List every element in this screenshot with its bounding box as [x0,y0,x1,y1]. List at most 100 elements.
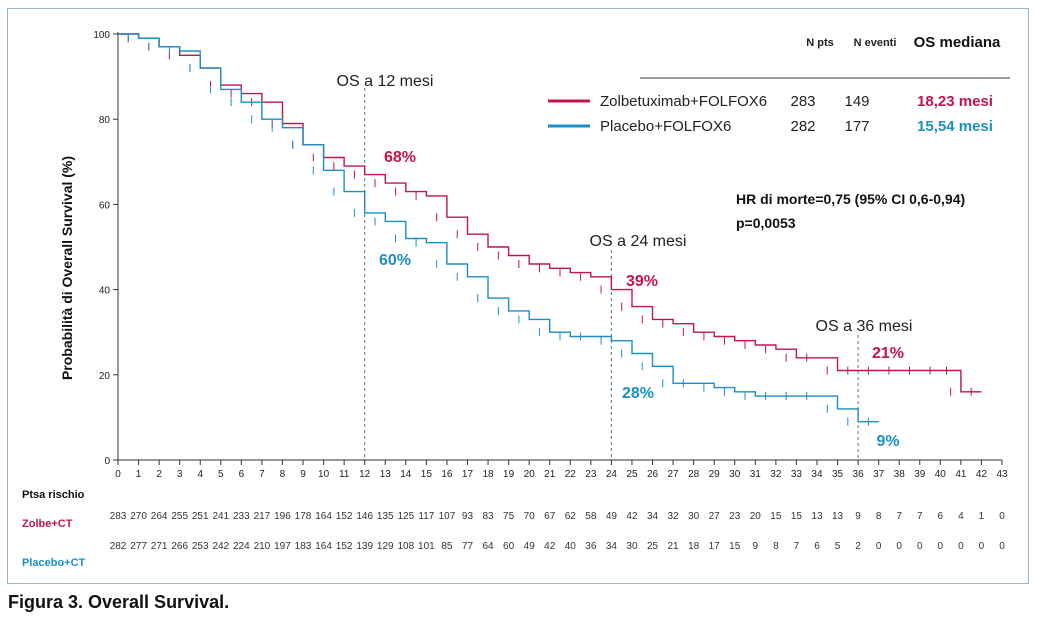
risk-value: 5 [835,541,841,552]
risk-value: 67 [544,511,556,522]
risk-value: 135 [377,511,394,522]
risk-value: 241 [212,511,229,522]
figure-frame [7,8,1029,584]
risk-value: 7 [794,541,800,552]
risk-value: 75 [503,511,515,522]
risk-value: 40 [565,541,577,552]
legend-series-name: Placebo+FOLFOX6 [600,118,731,135]
x-tick-label: 35 [832,469,844,480]
y-tick-label: 0 [104,456,110,467]
risk-value: 15 [791,511,803,522]
legend-header-npts: N pts [806,37,834,49]
x-tick-label: 36 [853,469,865,480]
risk-value: 13 [811,511,823,522]
x-tick-label: 22 [565,469,577,480]
risk-value: 6 [814,541,820,552]
risk-value: 9 [753,541,759,552]
y-tick-label: 40 [99,286,111,297]
risk-value: 23 [729,511,741,522]
risk-value: 0 [999,541,1005,552]
legend-series-name: Zolbetuximab+FOLFOX6 [600,93,767,110]
risk-value: 62 [565,511,577,522]
series-line-placebo [118,33,879,423]
risk-value: 42 [544,541,556,552]
legend-n-pts: 282 [790,118,815,135]
risk-value: 17 [709,541,721,552]
risk-value: 0 [876,541,882,552]
x-tick-label: 20 [524,469,536,480]
x-tick-label: 0 [115,469,121,480]
risk-value: 34 [606,541,618,552]
risk-value: 18 [688,541,700,552]
x-tick-label: 28 [688,469,700,480]
landmark-value-placebo: 28% [622,385,654,402]
legend-median-os: 18,23 mesi [917,93,993,110]
risk-value: 32 [668,511,680,522]
x-tick-label: 24 [606,469,618,480]
risk-value: 34 [647,511,659,522]
risk-value: 8 [876,511,882,522]
y-axis-label: Probabilità di Overall Survival (%) [59,156,75,380]
x-tick-label: 42 [976,469,988,480]
risk-value: 2 [855,541,861,552]
x-tick-label: 37 [873,469,885,480]
risk-value: 49 [606,511,618,522]
risk-value: 64 [482,541,494,552]
risk-value: 7 [917,511,923,522]
x-tick-label: 1 [136,469,142,480]
x-tick-label: 3 [177,469,183,480]
risk-value: 85 [441,541,453,552]
risk-value: 264 [151,511,168,522]
x-tick-label: 34 [811,469,823,480]
legend-header-nevents: N eventi [854,37,897,49]
risk-value: 42 [626,511,638,522]
x-tick-label: 17 [462,469,474,480]
x-tick-label: 6 [239,469,245,480]
risk-value: 233 [233,511,250,522]
legend-n-pts: 283 [790,93,815,110]
risk-value: 164 [315,511,332,522]
legend-n-events: 149 [844,93,869,110]
landmark-value-placebo: 9% [876,433,899,450]
x-tick-label: 43 [996,469,1008,480]
x-tick-label: 41 [955,469,967,480]
risk-value: 129 [377,541,394,552]
risk-value: 125 [397,511,414,522]
risk-value: 58 [585,511,597,522]
risk-value: 282 [110,541,127,552]
x-tick-label: 33 [791,469,803,480]
x-tick-label: 27 [668,469,680,480]
risk-value: 255 [171,511,188,522]
risk-value: 4 [958,511,964,522]
y-tick-label: 100 [93,30,110,41]
risk-value: 271 [151,541,168,552]
x-tick-label: 21 [544,469,556,480]
x-tick-label: 19 [503,469,515,480]
risk-value: 0 [917,541,923,552]
landmark-value-zolbe: 21% [872,345,904,362]
risk-value: 20 [750,511,762,522]
landmark-label: OS a 24 mesi [590,233,687,250]
legend-n-events: 177 [844,118,869,135]
x-tick-label: 11 [339,469,350,480]
risk-value: 8 [773,541,779,552]
y-tick-label: 60 [99,200,111,211]
risk-value: 277 [130,541,147,552]
risk-value: 15 [729,541,741,552]
risk-value: 108 [397,541,414,552]
risk-value: 0 [896,541,902,552]
x-tick-label: 14 [400,469,412,480]
x-tick-label: 2 [156,469,162,480]
x-tick-label: 23 [585,469,597,480]
x-tick-label: 5 [218,469,224,480]
risk-value: 101 [418,541,435,552]
x-tick-label: 30 [729,469,741,480]
risk-value: 9 [855,511,861,522]
risk-value: 251 [192,511,209,522]
risk-value: 253 [192,541,209,552]
x-tick-label: 15 [421,469,433,480]
x-tick-label: 13 [380,469,392,480]
x-tick-label: 32 [770,469,782,480]
risk-value: 117 [418,511,434,522]
